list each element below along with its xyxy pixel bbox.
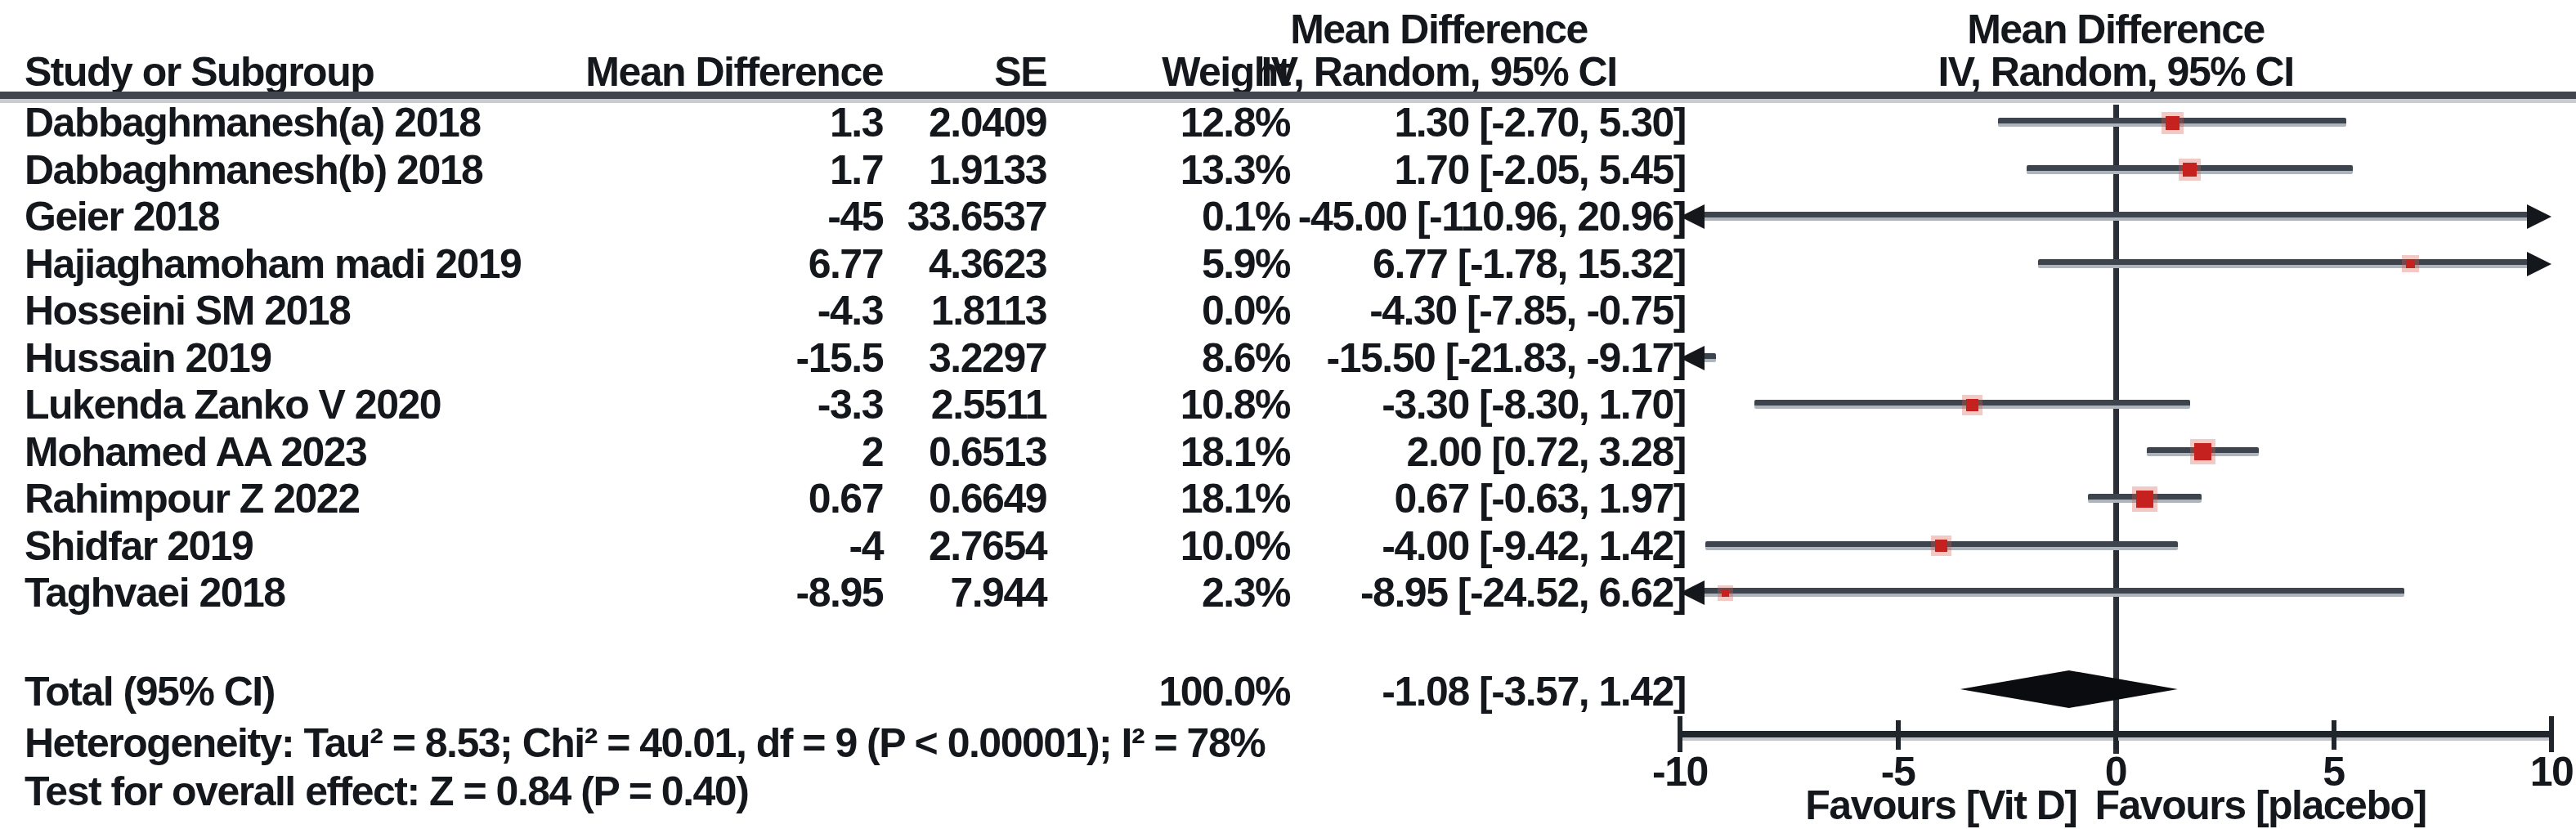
ci-value: 0.67 [-0.63, 1.97] bbox=[1394, 476, 1686, 522]
ci-value: 1.30 [-2.70, 5.30] bbox=[1394, 100, 1686, 146]
weight-value: 10.8% bbox=[1180, 382, 1290, 428]
study-name: Mohamed AA 2023 bbox=[25, 429, 366, 475]
se-value: 33.6537 bbox=[907, 194, 1046, 240]
weight-value: 2.3% bbox=[1202, 570, 1290, 616]
md-value: -3.3 bbox=[818, 382, 883, 428]
axis-tick bbox=[1896, 720, 1901, 750]
header-separator bbox=[0, 92, 2576, 99]
se-value: 3.2297 bbox=[929, 335, 1046, 381]
se-value: 2.5511 bbox=[931, 382, 1046, 428]
se-value: 2.7654 bbox=[929, 523, 1046, 569]
study-name: Hajiaghamoham madi 2019 bbox=[25, 241, 521, 287]
ci-line bbox=[1701, 588, 2404, 597]
total-label: Total (95% CI) bbox=[25, 669, 275, 715]
arrow-right-icon bbox=[2527, 204, 2551, 229]
weight-value: 12.8% bbox=[1180, 100, 1290, 146]
arrow-left-icon bbox=[1680, 204, 1705, 229]
ci-value: -8.95 [-24.52, 6.62] bbox=[1360, 570, 1686, 616]
study-name: Lukenda Zanko V 2020 bbox=[25, 382, 441, 428]
forest-plot: Study or Subgroup Mean Difference SE Wei… bbox=[0, 0, 2576, 829]
overall-effect-text: Test for overall effect: Z = 0.84 (P = 0… bbox=[25, 769, 748, 814]
ci-value: -4.00 [-9.42, 1.42] bbox=[1382, 523, 1686, 569]
weight-value: 0.1% bbox=[1202, 194, 1290, 240]
study-name: Geier 2018 bbox=[25, 194, 219, 240]
axis-tick bbox=[2549, 716, 2554, 752]
md-value: -15.5 bbox=[796, 335, 883, 381]
md-value: -45 bbox=[827, 194, 883, 240]
md-value: 2 bbox=[862, 429, 883, 475]
arrow-right-icon bbox=[2527, 252, 2551, 276]
effect-marker bbox=[1966, 399, 1978, 411]
zero-reference-line bbox=[2113, 105, 2119, 754]
ci-value: 6.77 [-1.78, 15.32] bbox=[1373, 241, 1686, 287]
column-header-mean-difference: Mean Difference bbox=[585, 49, 883, 95]
study-name: Shidfar 2019 bbox=[25, 523, 253, 569]
effect-marker bbox=[2166, 116, 2180, 130]
weight-value: 0.0% bbox=[1202, 288, 1290, 334]
favours-right-label: Favours [placebo] bbox=[2095, 782, 2426, 828]
study-name: Dabbaghmanesh(b) 2018 bbox=[25, 147, 482, 193]
se-value: 1.9133 bbox=[929, 147, 1046, 193]
total-ci: -1.08 [-3.57, 1.42] bbox=[1382, 669, 1686, 715]
effect-marker bbox=[1935, 540, 1947, 552]
weight-value: 10.0% bbox=[1180, 523, 1290, 569]
weight-value: 8.6% bbox=[1202, 335, 1290, 381]
se-value: 7.944 bbox=[950, 570, 1046, 616]
weight-value: 18.1% bbox=[1180, 429, 1290, 475]
effect-marker bbox=[2194, 443, 2211, 460]
axis-tick bbox=[2332, 720, 2336, 750]
se-value: 1.8113 bbox=[931, 288, 1046, 334]
heterogeneity-text: Heterogeneity: Tau² = 8.53; Chi² = 40.01… bbox=[25, 720, 1265, 766]
effect-marker bbox=[2136, 491, 2153, 508]
weight-value: 18.1% bbox=[1180, 476, 1290, 522]
weight-value: 13.3% bbox=[1180, 147, 1290, 193]
md-value: 6.77 bbox=[809, 241, 883, 287]
ci-value: -4.30 [-7.85, -0.75] bbox=[1369, 288, 1686, 334]
ci-line bbox=[1701, 212, 2530, 221]
study-name: Hosseini SM 2018 bbox=[25, 288, 350, 334]
ci-line bbox=[2038, 259, 2530, 268]
favours-labels: Favours [Vit D] Favours [placebo] bbox=[1680, 782, 2551, 828]
study-name: Rahimpour Z 2022 bbox=[25, 476, 359, 522]
column-header-se: SE bbox=[994, 49, 1046, 95]
favours-left-label: Favours [Vit D] bbox=[1805, 782, 2076, 828]
pooled-diamond bbox=[1960, 670, 2178, 708]
arrow-left-icon bbox=[1680, 580, 1705, 605]
axis-tick bbox=[1678, 716, 1682, 752]
column-header-effect-line1: Mean Difference bbox=[1112, 7, 1766, 52]
md-value: 1.7 bbox=[830, 147, 883, 193]
md-value: -4 bbox=[849, 523, 883, 569]
axis-tick bbox=[2113, 720, 2118, 750]
effect-marker bbox=[1722, 589, 1729, 597]
se-value: 0.6513 bbox=[929, 429, 1046, 475]
weight-value: 5.9% bbox=[1202, 241, 1290, 287]
study-name: Taghvaei 2018 bbox=[25, 570, 285, 616]
md-value: 1.3 bbox=[830, 100, 883, 146]
column-header-study: Study or Subgroup bbox=[25, 49, 374, 95]
md-value: -8.95 bbox=[796, 570, 883, 616]
ci-value: 2.00 [0.72, 3.28] bbox=[1407, 429, 1686, 475]
effect-marker bbox=[2406, 259, 2415, 268]
study-name: Hussain 2019 bbox=[25, 335, 271, 381]
se-value: 4.3623 bbox=[929, 241, 1046, 287]
total-weight: 100.0% bbox=[1158, 669, 1290, 715]
se-value: 0.6649 bbox=[929, 476, 1046, 522]
ci-value: -3.30 [-8.30, 1.70] bbox=[1382, 382, 1686, 428]
ci-value: 1.70 [-2.05, 5.45] bbox=[1394, 147, 1686, 193]
ci-value: -45.00 [-110.96, 20.96] bbox=[1298, 194, 1686, 240]
plot-header-effect-line1: Mean Difference bbox=[1789, 7, 2443, 52]
arrow-left-icon bbox=[1680, 346, 1705, 370]
column-header-effect-line2: IV, Random, 95% CI bbox=[1112, 49, 1766, 95]
plot-header-effect-line2: IV, Random, 95% CI bbox=[1789, 49, 2443, 95]
se-value: 2.0409 bbox=[929, 100, 1046, 146]
effect-marker bbox=[2183, 163, 2197, 177]
ci-value: -15.50 [-21.83, -9.17] bbox=[1327, 335, 1687, 381]
md-value: -4.3 bbox=[818, 288, 883, 334]
study-name: Dabbaghmanesh(a) 2018 bbox=[25, 100, 481, 146]
md-value: 0.67 bbox=[809, 476, 883, 522]
